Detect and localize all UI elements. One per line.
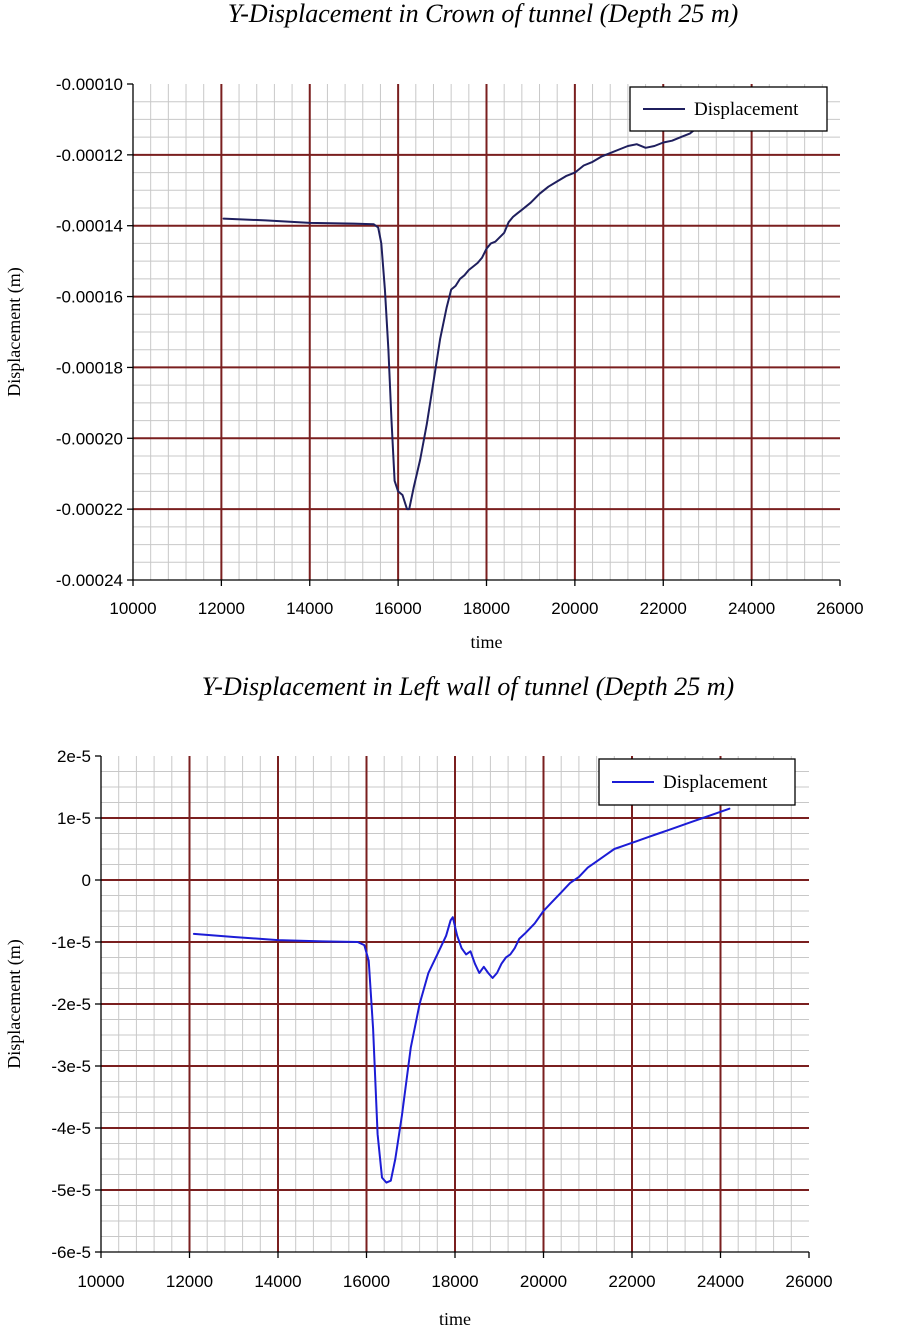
y-tick-label: 2e-5 — [57, 747, 91, 766]
y-tick-label: -0.00014 — [56, 217, 123, 236]
x-tick-label: 16000 — [343, 1272, 390, 1291]
y-tick-label: -0.00022 — [56, 500, 123, 519]
y-tick-label: -4e-5 — [51, 1119, 91, 1138]
y-tick-label: -1e-5 — [51, 933, 91, 952]
x-tick-label: 14000 — [254, 1272, 301, 1291]
legend-label: Displacement — [694, 99, 799, 120]
x-axis-label: time — [471, 632, 503, 652]
y-tick-label: -0.00024 — [56, 571, 123, 590]
x-tick-label: 24000 — [728, 599, 775, 618]
x-tick-label: 22000 — [640, 599, 687, 618]
x-tick-label: 10000 — [77, 1272, 124, 1291]
y-tick-label: -5e-5 — [51, 1181, 91, 1200]
x-tick-label: 18000 — [463, 599, 510, 618]
left-wall-chart: Y-Displacement in Left wall of tunnel (D… — [4, 672, 833, 1326]
x-tick-label: 18000 — [431, 1272, 478, 1291]
x-tick-label: 20000 — [551, 599, 598, 618]
y-tick-label: -3e-5 — [51, 1057, 91, 1076]
crown-chart: Y-Displacement in Crown of tunnel (Depth… — [4, 0, 864, 652]
y-tick-label: -6e-5 — [51, 1243, 91, 1262]
y-axis-label: Displacement (m) — [4, 267, 25, 396]
chart-title: Y-Displacement in Left wall of tunnel (D… — [202, 672, 734, 701]
y-tick-label: -0.00020 — [56, 429, 123, 448]
x-tick-label: 20000 — [520, 1272, 567, 1291]
chart-title: Y-Displacement in Crown of tunnel (Depth… — [228, 0, 739, 28]
y-tick-label: -0.00012 — [56, 146, 123, 165]
legend-label: Displacement — [663, 772, 768, 793]
x-tick-label: 12000 — [198, 599, 245, 618]
y-tick-label: -0.00016 — [56, 288, 123, 307]
x-tick-label: 26000 — [816, 599, 863, 618]
y-tick-label: 1e-5 — [57, 809, 91, 828]
x-tick-label: 24000 — [697, 1272, 744, 1291]
y-tick-label: 0 — [82, 871, 91, 890]
x-axis-label: time — [439, 1309, 471, 1326]
y-tick-label: -0.00018 — [56, 358, 123, 377]
y-axis-label: Displacement (m) — [4, 939, 25, 1068]
x-tick-label: 16000 — [374, 599, 421, 618]
y-tick-label: -2e-5 — [51, 995, 91, 1014]
series-line-displacement — [222, 129, 696, 511]
x-tick-label: 10000 — [109, 599, 156, 618]
x-tick-label: 14000 — [286, 599, 333, 618]
x-tick-label: 26000 — [785, 1272, 832, 1291]
series-line-displacement — [192, 807, 731, 1184]
x-tick-label: 12000 — [166, 1272, 213, 1291]
x-tick-label: 22000 — [608, 1272, 655, 1291]
y-tick-label: -0.00010 — [56, 75, 123, 94]
